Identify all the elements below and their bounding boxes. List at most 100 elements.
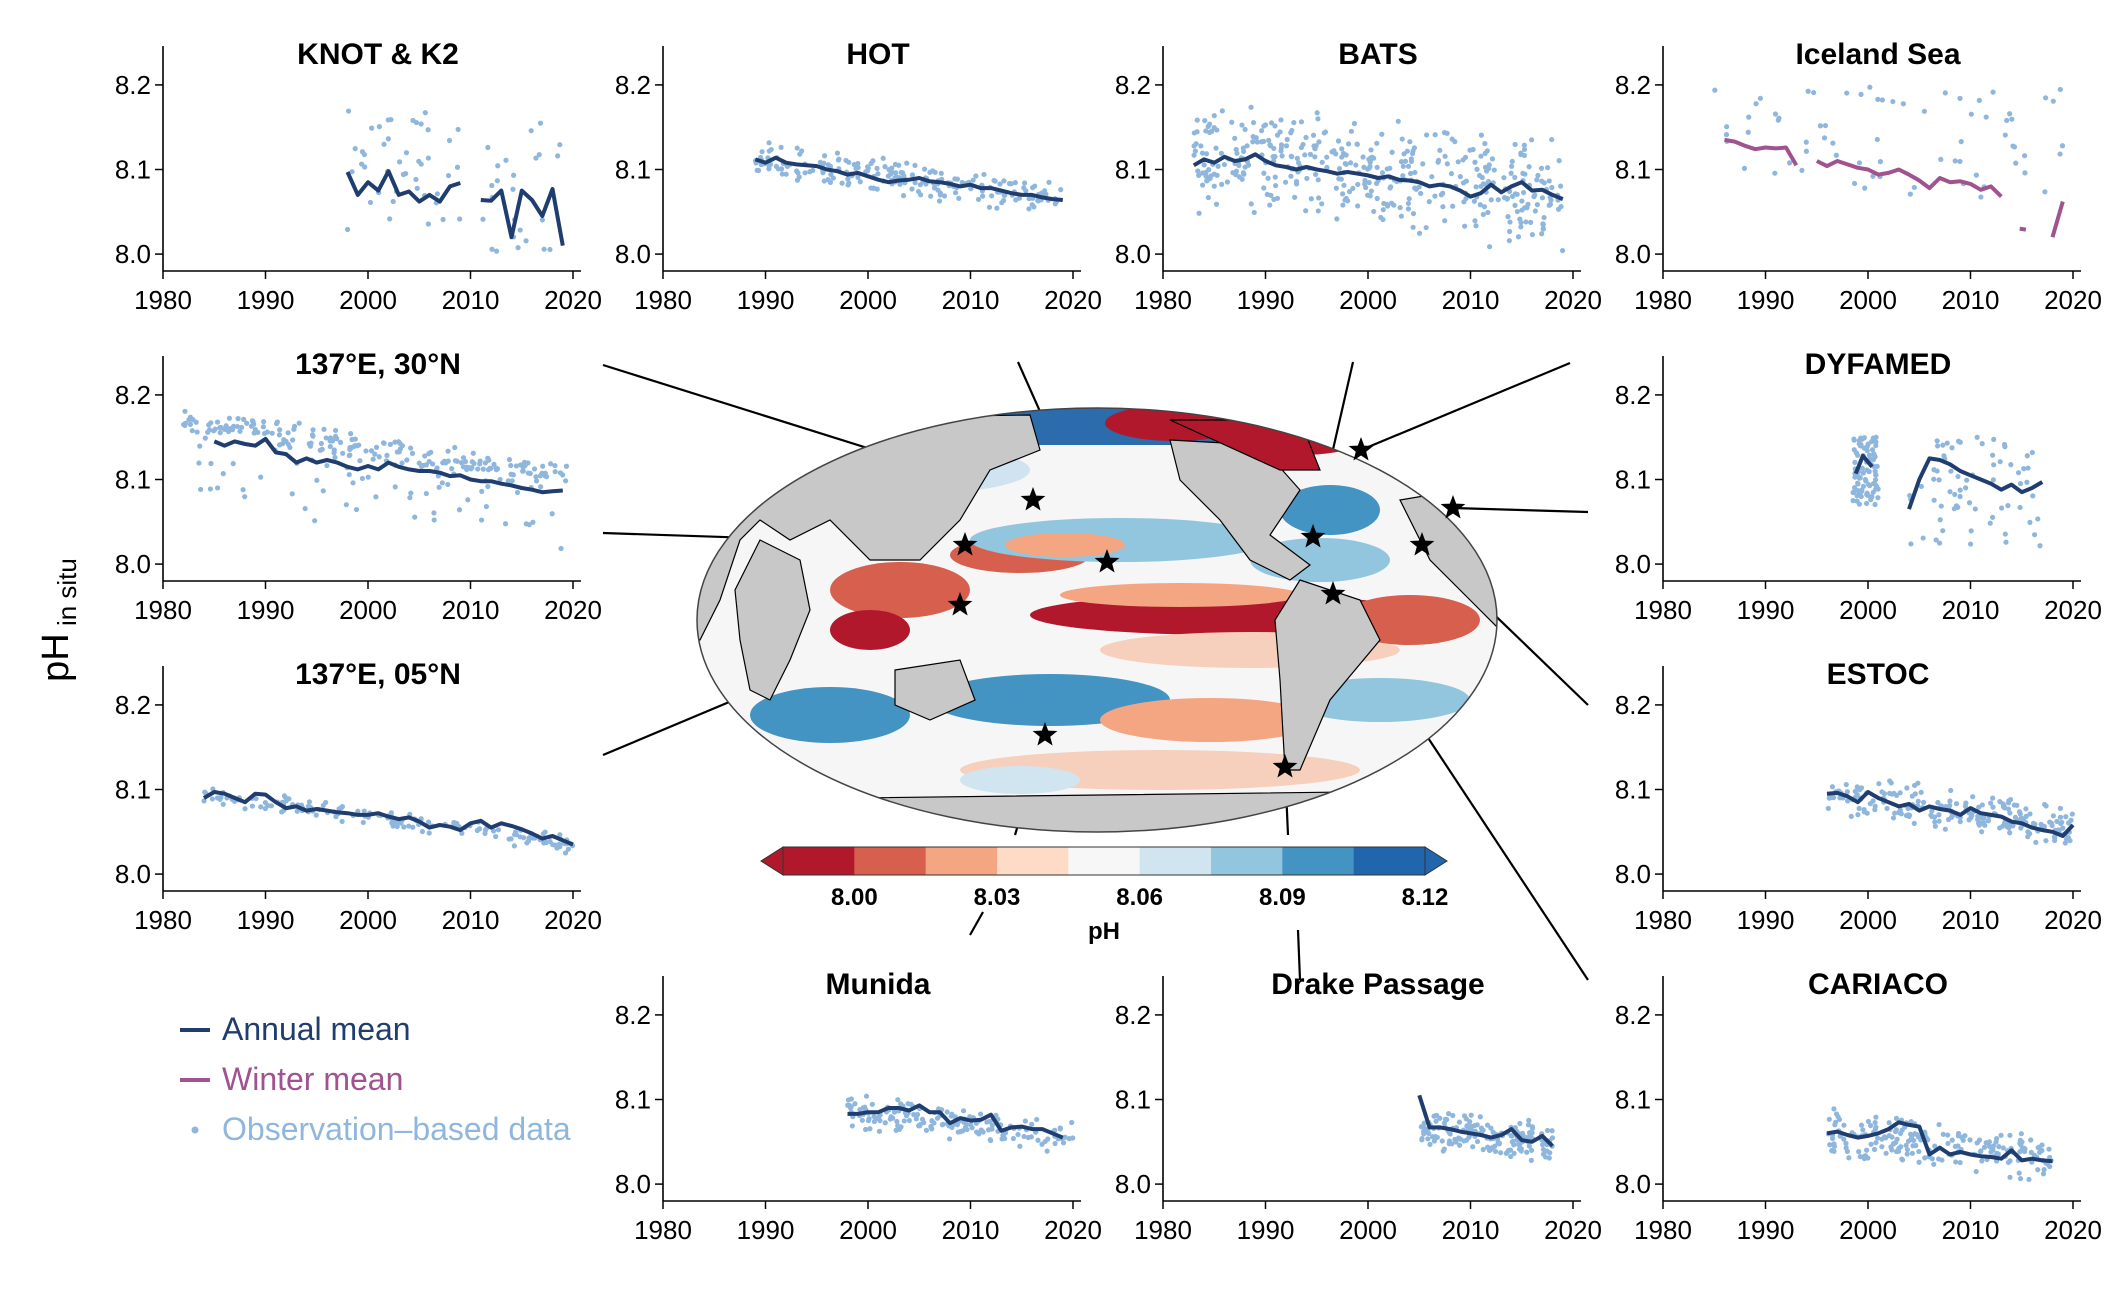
observation-point <box>483 503 489 510</box>
observation-point <box>2010 823 2016 829</box>
observation-point <box>1333 185 1339 191</box>
observation-point <box>1294 155 1300 161</box>
x-tick-label: 2020 <box>1544 285 1602 315</box>
observation-point <box>1911 184 1917 191</box>
observation-point <box>1831 1148 1837 1154</box>
observation-point <box>1399 136 1405 142</box>
x-tick-label: 2000 <box>1839 1215 1897 1245</box>
observation-point <box>1526 1143 1532 1149</box>
observation-point <box>1873 434 1879 440</box>
observation-point <box>2033 839 2039 846</box>
observation-point <box>929 1126 935 1132</box>
observation-point <box>2057 151 2063 157</box>
observation-point <box>1442 218 1448 224</box>
observation-point <box>302 505 308 512</box>
observation-point <box>530 519 536 525</box>
observation-point <box>460 464 466 470</box>
observation-point <box>1940 1131 1946 1137</box>
observation-point <box>2025 829 2031 835</box>
observation-point <box>201 798 207 804</box>
observation-point <box>220 471 226 477</box>
observation-point <box>839 180 845 186</box>
observation-point <box>388 117 394 123</box>
winter-mean-line <box>2019 226 2027 232</box>
observation-point <box>1886 1120 1892 1126</box>
observation-point <box>369 125 375 131</box>
observation-point <box>230 423 237 429</box>
observation-point <box>249 803 255 809</box>
observation-point <box>1881 1134 1888 1140</box>
observation-point <box>340 450 346 456</box>
observation-point <box>343 502 349 508</box>
observation-point <box>2023 813 2029 819</box>
observation-point <box>1431 1138 1437 1144</box>
observation-point <box>1291 119 1297 126</box>
observation-point <box>1936 1121 1942 1128</box>
observation-point <box>2016 1170 2022 1176</box>
observation-point <box>2060 825 2066 831</box>
observation-point <box>1398 213 1404 219</box>
observation-point <box>1442 153 1448 159</box>
observation-point <box>1042 188 1048 194</box>
observation-point <box>1986 1139 1993 1145</box>
observation-point <box>989 1126 995 1132</box>
observation-point <box>773 163 779 170</box>
observation-point <box>768 146 774 153</box>
observation-point <box>2035 516 2041 522</box>
observation-point <box>235 416 241 422</box>
observation-point <box>344 226 351 233</box>
observation-point <box>1874 1135 1881 1141</box>
observation-point <box>1854 498 1860 504</box>
observation-point <box>1240 145 1246 151</box>
observation-point <box>1278 148 1284 154</box>
observation-point <box>1529 1125 1536 1131</box>
observation-point <box>1938 503 1944 509</box>
annual-mean-line <box>213 436 563 495</box>
observation-point <box>1856 441 1862 447</box>
observation-point <box>1775 117 1781 123</box>
observation-point <box>1350 185 1356 191</box>
observation-point <box>871 185 877 191</box>
observation-point <box>1192 148 1198 154</box>
observation-point <box>480 466 486 472</box>
observation-point <box>1472 218 1478 224</box>
observation-point <box>1532 208 1538 214</box>
observation-point <box>1890 815 1897 821</box>
observation-point <box>458 460 464 466</box>
observation-point <box>1368 147 1374 153</box>
y-tick-label: 8.1 <box>615 1085 651 1115</box>
x-tick-label: 2020 <box>544 595 602 625</box>
observation-point <box>425 221 432 227</box>
observation-point <box>970 177 976 183</box>
observation-point <box>547 246 553 253</box>
observation-point <box>1258 128 1265 134</box>
observation-point <box>426 451 432 457</box>
observation-point <box>867 1126 873 1132</box>
colorbar-bin <box>997 847 1069 875</box>
observation-point <box>1870 173 1876 179</box>
observation-point <box>1420 161 1426 167</box>
observation-point <box>1342 160 1348 167</box>
observation-point <box>1894 1136 1900 1142</box>
observation-point <box>799 148 805 154</box>
observation-point <box>1712 87 1718 93</box>
observation-point <box>1206 167 1212 173</box>
observation-point <box>294 808 300 814</box>
observation-point <box>1405 200 1412 207</box>
observation-point <box>1860 1127 1866 1133</box>
observation-points <box>344 108 563 254</box>
observation-point <box>1199 182 1206 188</box>
observation-point <box>1945 1140 1951 1147</box>
observation-point <box>1525 1122 1532 1128</box>
observation-point <box>434 465 440 471</box>
observation-points <box>1850 434 2043 549</box>
observation-point <box>365 474 371 480</box>
observation-point <box>1215 163 1221 169</box>
observation-point <box>1239 122 1245 128</box>
observation-point <box>1859 465 1865 471</box>
observation-point <box>1395 118 1401 124</box>
observation-point <box>1412 169 1418 176</box>
observation-point <box>1723 132 1730 138</box>
observation-point <box>221 426 228 432</box>
